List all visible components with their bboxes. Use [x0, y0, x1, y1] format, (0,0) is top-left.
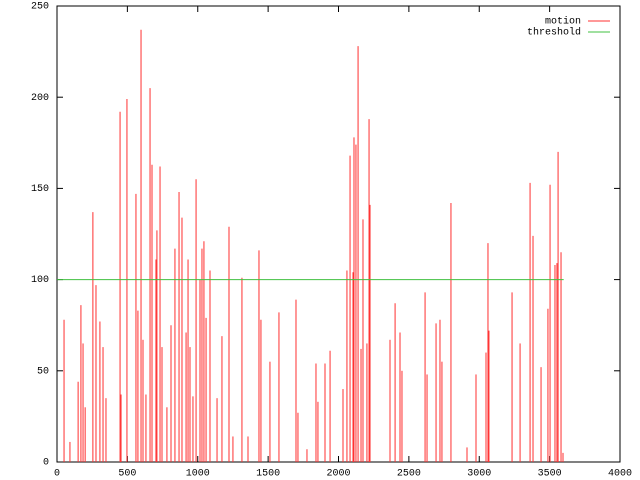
x-tick-label: 3500 [538, 469, 562, 480]
y-tick-label: 150 [31, 184, 49, 195]
x-tick-label: 2500 [397, 469, 421, 480]
y-tick-label: 50 [37, 366, 49, 377]
y-tick-label: 100 [31, 275, 49, 286]
x-tick-label: 1500 [256, 469, 280, 480]
y-tick-label: 250 [31, 2, 49, 13]
x-tick-label: 4000 [608, 469, 632, 480]
y-tick-label: 0 [43, 458, 49, 469]
x-tick-label: 3000 [467, 469, 491, 480]
x-tick-label: 2000 [326, 469, 350, 480]
x-tick-label: 0 [54, 469, 60, 480]
legend-label: motion [545, 16, 581, 28]
x-tick-label: 500 [118, 469, 136, 480]
x-tick-label: 1000 [186, 469, 210, 480]
legend-label: threshold [527, 27, 581, 39]
y-tick-label: 200 [31, 93, 49, 104]
